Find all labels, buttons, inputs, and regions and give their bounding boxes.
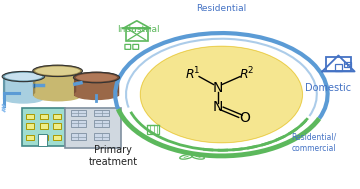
FancyBboxPatch shape xyxy=(94,133,109,140)
FancyBboxPatch shape xyxy=(75,77,118,94)
FancyBboxPatch shape xyxy=(65,108,121,148)
Text: O: O xyxy=(239,111,250,125)
FancyBboxPatch shape xyxy=(94,110,109,116)
FancyBboxPatch shape xyxy=(53,135,61,140)
FancyBboxPatch shape xyxy=(26,135,34,140)
FancyBboxPatch shape xyxy=(38,134,47,146)
Ellipse shape xyxy=(34,90,81,101)
Ellipse shape xyxy=(34,66,81,76)
FancyBboxPatch shape xyxy=(71,120,86,127)
Text: Residential: Residential xyxy=(196,4,247,13)
FancyBboxPatch shape xyxy=(34,71,81,95)
Text: Primary
treatment: Primary treatment xyxy=(89,145,138,167)
Ellipse shape xyxy=(4,72,43,81)
Ellipse shape xyxy=(75,90,118,99)
Ellipse shape xyxy=(140,46,302,143)
FancyBboxPatch shape xyxy=(26,123,34,129)
Text: Domestic: Domestic xyxy=(305,83,351,93)
Text: R$^2$: R$^2$ xyxy=(239,65,254,82)
Text: Residential/
commercial: Residential/ commercial xyxy=(291,133,337,153)
Text: R$^1$: R$^1$ xyxy=(185,65,201,82)
FancyBboxPatch shape xyxy=(53,114,61,119)
FancyBboxPatch shape xyxy=(71,133,86,140)
FancyBboxPatch shape xyxy=(71,110,86,116)
Text: N: N xyxy=(213,100,223,114)
FancyBboxPatch shape xyxy=(40,114,48,119)
Ellipse shape xyxy=(75,73,118,82)
FancyBboxPatch shape xyxy=(22,108,65,146)
FancyBboxPatch shape xyxy=(53,123,61,129)
FancyBboxPatch shape xyxy=(4,77,43,98)
FancyBboxPatch shape xyxy=(94,120,109,127)
Text: Industrial: Industrial xyxy=(117,25,160,34)
FancyBboxPatch shape xyxy=(40,135,48,140)
FancyBboxPatch shape xyxy=(26,114,34,119)
Text: N: N xyxy=(213,81,223,95)
Ellipse shape xyxy=(4,94,43,103)
FancyBboxPatch shape xyxy=(40,123,48,129)
